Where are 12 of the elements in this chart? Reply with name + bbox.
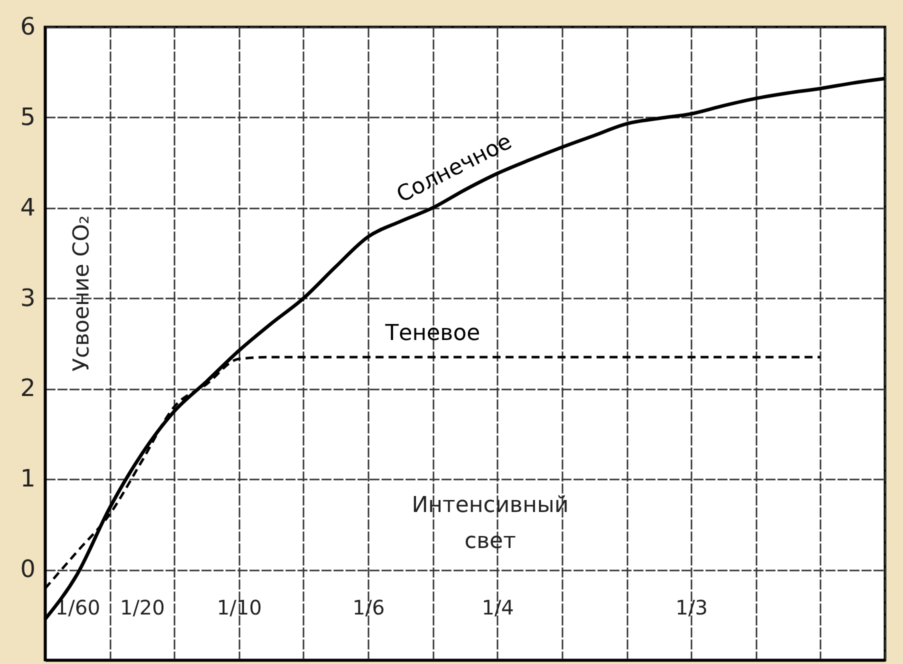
x-tick-label: 1/60 — [55, 596, 100, 620]
y-axis-title: Усвоение CO₂ — [70, 215, 94, 372]
y-tick-label: 0 — [20, 555, 36, 584]
y-tick-label: 6 — [20, 12, 36, 40]
series-label: Теневое — [384, 321, 480, 346]
y-tick-label: 4 — [20, 193, 36, 222]
y-tick-label: 2 — [20, 374, 36, 402]
x-tick-label: 1/20 — [120, 596, 165, 620]
y-tick-label: 3 — [20, 284, 36, 312]
y-tick-label: 5 — [20, 102, 36, 131]
annotation: Интенсивный свет — [412, 492, 569, 554]
y-tick-label: 1 — [20, 464, 36, 493]
